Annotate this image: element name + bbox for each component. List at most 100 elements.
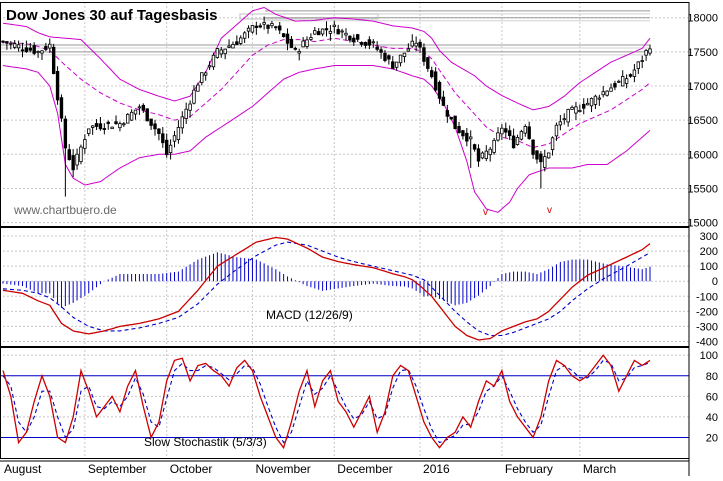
price-tick-label: 18000 bbox=[687, 13, 718, 25]
candle-body bbox=[289, 38, 294, 48]
candle-body bbox=[231, 44, 235, 49]
price-candles bbox=[1, 16, 652, 197]
candle-body bbox=[102, 128, 107, 130]
candle-body bbox=[410, 40, 414, 47]
candle-body bbox=[406, 48, 411, 52]
candle-body bbox=[539, 153, 543, 163]
candle-body bbox=[5, 41, 9, 44]
candle-body bbox=[550, 137, 555, 151]
watermark: www.chartbuero.de bbox=[13, 203, 117, 217]
candle-body bbox=[605, 90, 609, 96]
title-underline-box bbox=[239, 13, 379, 20]
candle-body bbox=[562, 118, 566, 121]
candle-body bbox=[59, 97, 64, 119]
candle-body bbox=[589, 98, 594, 107]
candle-body bbox=[621, 76, 625, 87]
candle-body bbox=[266, 24, 270, 29]
candle-body bbox=[1, 40, 5, 43]
candle-body bbox=[320, 28, 325, 35]
bollinger-upper bbox=[2, 6, 651, 111]
candle-body bbox=[593, 95, 598, 105]
month-label: February bbox=[505, 462, 553, 476]
candle-body bbox=[624, 78, 629, 84]
candle-body bbox=[118, 123, 122, 129]
price-tick-label: 15500 bbox=[687, 183, 718, 195]
stoch-tick-label: 20 bbox=[706, 432, 718, 444]
candle-body bbox=[16, 44, 21, 49]
candle-body bbox=[176, 127, 181, 140]
candle-body bbox=[445, 110, 450, 117]
candle-body bbox=[363, 41, 368, 46]
bollinger-lower bbox=[2, 65, 651, 213]
candle-body bbox=[554, 124, 559, 137]
price-tick-label: 17500 bbox=[687, 47, 718, 59]
macd-tick-label: 0 bbox=[712, 276, 718, 288]
candle-body bbox=[398, 54, 403, 64]
candle-body bbox=[215, 48, 220, 58]
price-tick-label: 17000 bbox=[687, 81, 718, 93]
price-tick-label: 16000 bbox=[687, 149, 718, 161]
stochastic-lines bbox=[0, 354, 689, 450]
candle-body bbox=[219, 49, 223, 55]
candle-body bbox=[258, 25, 262, 28]
candle-body bbox=[511, 135, 516, 149]
candle-body bbox=[55, 70, 60, 101]
candle-body bbox=[242, 32, 247, 39]
candle-body bbox=[200, 72, 204, 83]
candle-body bbox=[293, 47, 298, 50]
candle-body bbox=[332, 24, 336, 27]
candle-body bbox=[578, 110, 582, 112]
month-label: November bbox=[255, 462, 310, 476]
candle-body bbox=[129, 111, 134, 121]
candle-body bbox=[250, 25, 255, 33]
candle-body bbox=[422, 47, 426, 62]
candle-body bbox=[558, 121, 563, 126]
month-label: December bbox=[337, 462, 392, 476]
candle-body bbox=[531, 139, 535, 155]
candle-body bbox=[535, 150, 539, 160]
candle-body bbox=[469, 136, 473, 140]
stoch-tick-label: 100 bbox=[700, 350, 718, 362]
candle-body bbox=[196, 84, 200, 92]
candle-body bbox=[355, 34, 360, 40]
candle-body bbox=[51, 46, 56, 75]
candle-body bbox=[20, 49, 25, 52]
candle-body bbox=[157, 128, 161, 134]
macd-title: MACD (12/26/9) bbox=[266, 308, 353, 322]
candle-body bbox=[40, 50, 44, 54]
candle-body bbox=[32, 45, 36, 54]
candle-body bbox=[305, 39, 309, 47]
candle-body bbox=[640, 60, 644, 62]
candle-body bbox=[192, 89, 196, 104]
candle-body bbox=[254, 25, 259, 28]
low-marker-1: v bbox=[483, 207, 488, 218]
candle-body bbox=[597, 97, 602, 100]
candle-body bbox=[87, 128, 91, 134]
candle-body bbox=[145, 108, 149, 122]
candle-body bbox=[632, 69, 637, 77]
candle-body bbox=[114, 121, 118, 125]
candle-body bbox=[457, 126, 461, 134]
candle-body bbox=[180, 116, 184, 129]
candle-body bbox=[161, 133, 165, 144]
candle-body bbox=[262, 22, 266, 25]
candle-body bbox=[582, 103, 586, 109]
stoch-d-line bbox=[2, 359, 651, 444]
candle-body bbox=[188, 103, 192, 111]
candle-body bbox=[527, 126, 531, 139]
candle-body bbox=[574, 106, 578, 114]
candle-body bbox=[153, 123, 157, 130]
candle-body bbox=[644, 50, 648, 56]
candle-body bbox=[75, 153, 79, 166]
candle-body bbox=[270, 23, 274, 27]
candle-body bbox=[36, 51, 40, 53]
month-label: March bbox=[583, 462, 616, 476]
candle-body bbox=[313, 30, 317, 35]
candle-body bbox=[344, 32, 348, 36]
candle-body bbox=[317, 31, 321, 36]
candle-body bbox=[141, 104, 146, 111]
low-marker-2: v bbox=[547, 205, 552, 216]
candle-body bbox=[465, 132, 469, 142]
macd-lines bbox=[2, 236, 651, 341]
